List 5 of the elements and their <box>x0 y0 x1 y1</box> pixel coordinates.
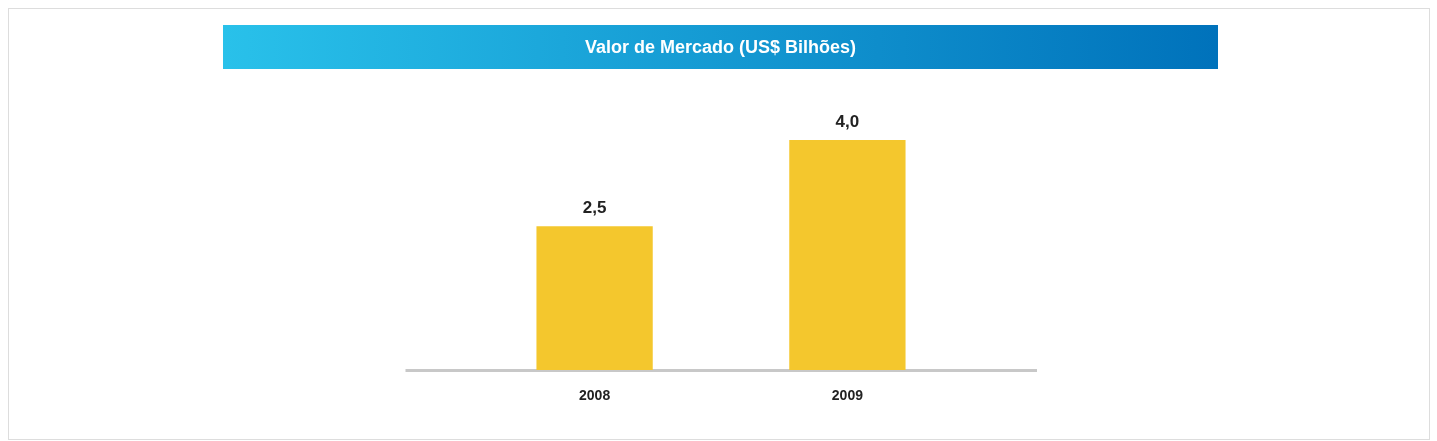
data-label: 4,0 <box>835 112 860 131</box>
x-tick-label: 2009 <box>831 386 864 403</box>
chart-title: Valor de Mercado (US$ Bilhões) <box>223 25 1218 69</box>
data-label: 2,5 <box>582 198 607 218</box>
x-tick-label: 2008 <box>579 386 611 403</box>
